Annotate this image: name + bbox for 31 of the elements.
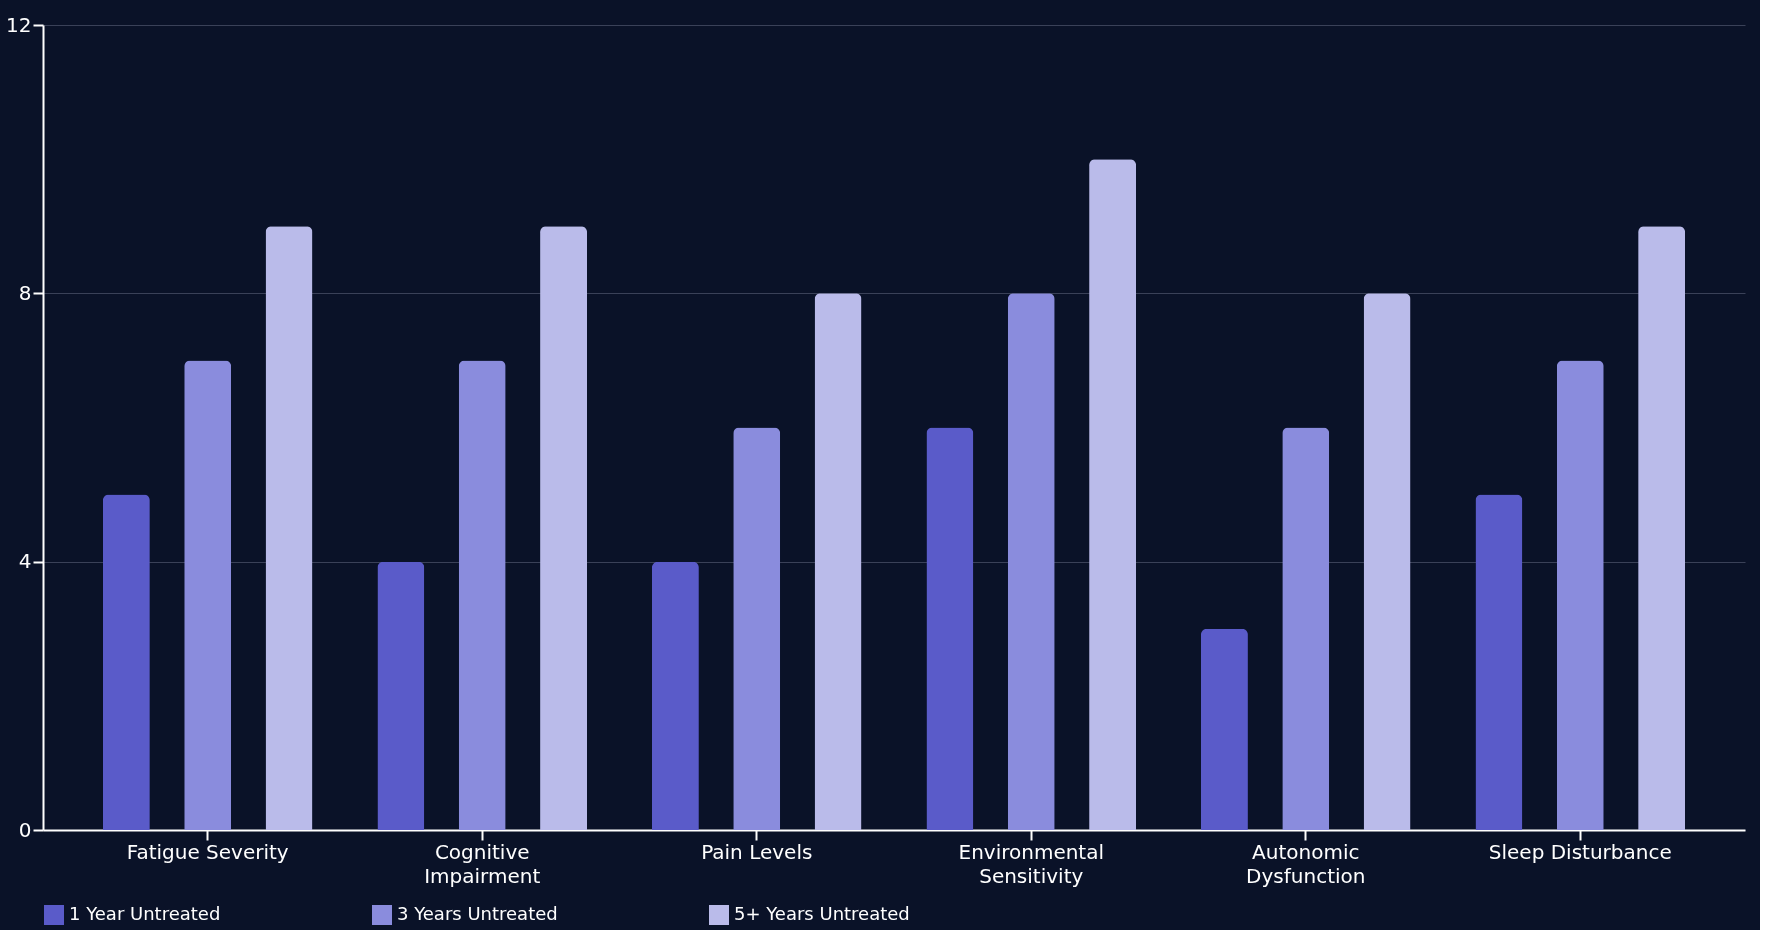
bar [377, 561, 425, 830]
bar [184, 360, 232, 830]
bar [1475, 494, 1523, 830]
bar [102, 494, 150, 830]
legend-label: 3 Years Untreated [397, 903, 558, 924]
x-tick-label: Cognitive Impairment [424, 839, 541, 888]
bar [1363, 293, 1411, 830]
bar [265, 226, 313, 830]
x-tick-label: Fatigue Severity [126, 839, 289, 864]
bar [1282, 427, 1330, 830]
bar [1638, 226, 1686, 830]
bar [540, 226, 588, 830]
bar [1200, 628, 1248, 830]
x-tick-label: Autonomic Dysfunction [1246, 839, 1366, 888]
bar [1089, 159, 1137, 830]
bar [733, 427, 781, 830]
bar [651, 561, 699, 830]
x-tick-label: Environmental Sensitivity [958, 839, 1105, 888]
y-tick-label: 4 [18, 549, 32, 574]
x-tick-label: Pain Levels [701, 839, 813, 864]
legend-label: 1 Year Untreated [69, 903, 221, 924]
x-tick-label: Sleep Disturbance [1488, 839, 1672, 864]
y-tick-label: 12 [6, 12, 32, 37]
bar [1556, 360, 1604, 830]
bar [814, 293, 862, 830]
y-tick-label: 0 [18, 817, 32, 842]
bar [926, 427, 974, 830]
bar [458, 360, 506, 830]
legend-label: 5+ Years Untreated [734, 903, 910, 924]
bar [1007, 293, 1055, 830]
y-tick-label: 8 [18, 280, 32, 305]
